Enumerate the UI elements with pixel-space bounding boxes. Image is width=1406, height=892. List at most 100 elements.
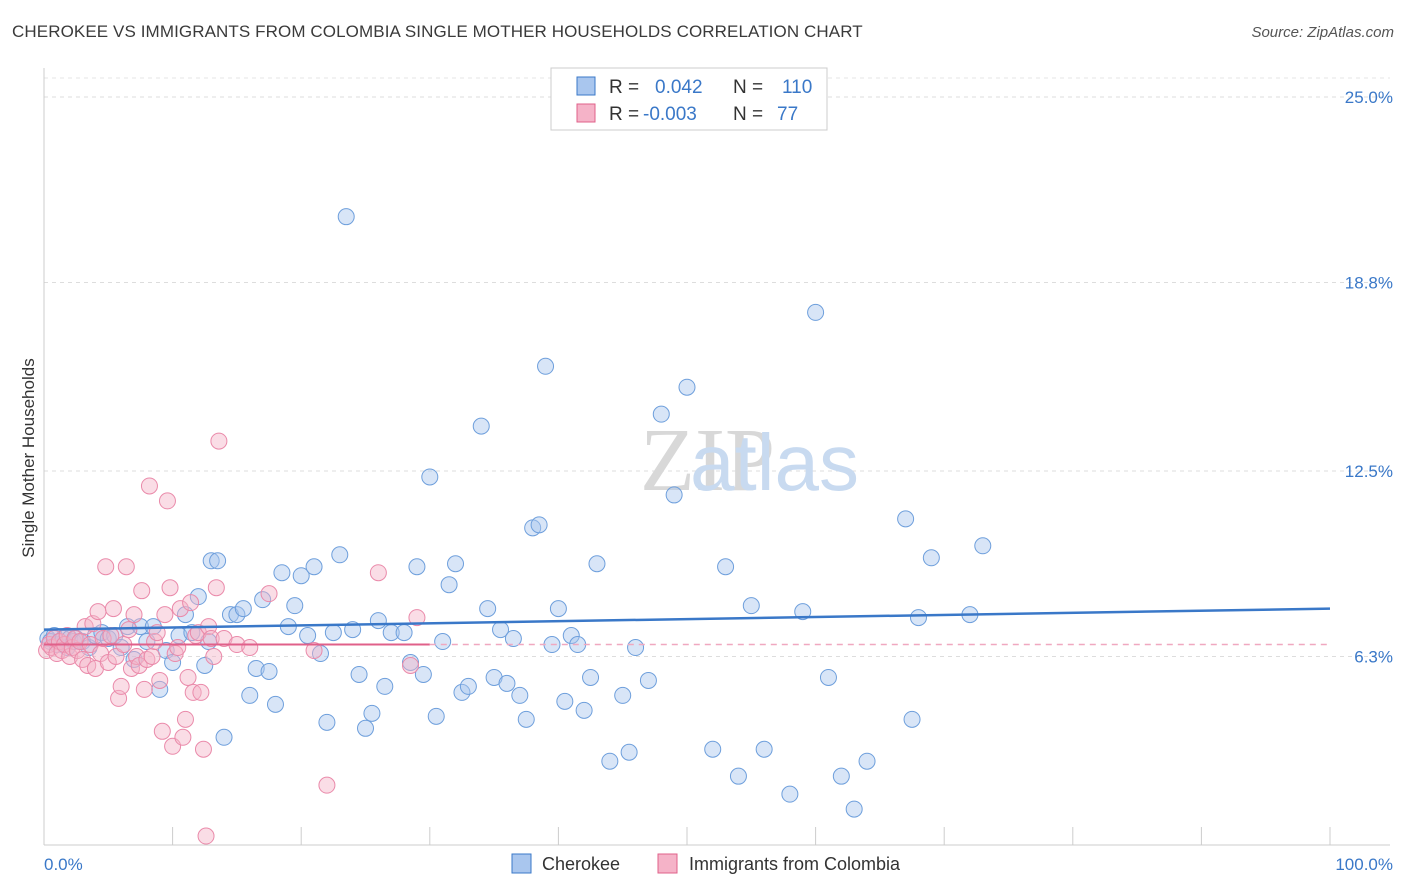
cherokee-point-109 xyxy=(858,752,876,770)
cherokee-point-51 xyxy=(331,546,349,564)
cherokee-point-64 xyxy=(421,468,439,486)
cherokee-point-94 xyxy=(639,671,657,689)
y-tick-label-0: 6.3% xyxy=(1354,648,1393,667)
colombia-point-71 xyxy=(260,585,278,603)
y-tick-label-2: 18.8% xyxy=(1345,274,1393,293)
watermark-zip: ZIP xyxy=(640,411,775,510)
legend-r-value-1: 0.042 xyxy=(655,77,703,98)
cherokee-point-37 xyxy=(241,686,259,704)
grid-lines xyxy=(44,77,1390,658)
legend-blue-swatch xyxy=(576,76,596,96)
watermark-atlas: atlas xyxy=(690,418,859,507)
colombia-point-38 xyxy=(135,680,153,698)
cherokee-point-76 xyxy=(504,630,522,648)
cherokee-point-100 xyxy=(729,767,747,785)
colombia-point-62 xyxy=(197,827,215,845)
cherokee-point-90 xyxy=(601,752,619,770)
colombia-point-61 xyxy=(194,740,212,758)
cherokee-point-41 xyxy=(266,695,284,713)
y-tick-label-3: 25.0% xyxy=(1345,88,1393,107)
colombia-point-46 xyxy=(156,606,174,624)
cherokee-point-63 xyxy=(414,665,432,683)
cherokee-point-57 xyxy=(369,612,387,630)
colombia-point-26 xyxy=(104,600,122,618)
bottom-legend-blue-swatch xyxy=(511,853,532,874)
colombia-point-70 xyxy=(241,639,259,657)
colombia-point-76 xyxy=(402,656,420,674)
cherokee-point-92 xyxy=(620,743,638,761)
colombia-point-75 xyxy=(408,609,426,627)
cherokee-point-110 xyxy=(897,510,915,528)
cherokee-point-52 xyxy=(337,208,355,226)
bottom-legend-pink-swatch xyxy=(657,853,678,874)
cherokee-point-91 xyxy=(614,686,632,704)
cherokee-point-102 xyxy=(755,740,773,758)
x-tick-label-0: 0.0% xyxy=(44,855,83,874)
cherokee-point-32 xyxy=(209,552,227,570)
cherokee-point-99 xyxy=(717,558,735,576)
colombia-point-40 xyxy=(140,477,158,495)
colombia-point-51 xyxy=(169,639,187,657)
cherokee-point-107 xyxy=(832,767,850,785)
cherokee-point-105 xyxy=(807,303,825,321)
legend-n-label-2: N = xyxy=(733,104,763,125)
colombia-point-56 xyxy=(182,594,200,612)
colombia-point-73 xyxy=(318,776,336,794)
cherokee-point-38 xyxy=(247,659,265,677)
colombia-point-48 xyxy=(161,579,179,597)
cherokee-point-71 xyxy=(472,417,490,435)
colombia-point-66 xyxy=(207,579,225,597)
colombia-point-54 xyxy=(176,710,194,728)
cherokee-point-35 xyxy=(228,606,246,624)
cherokee-trend-line xyxy=(43,607,1331,631)
cherokee-point-77 xyxy=(511,686,529,704)
colombia-point-34 xyxy=(125,606,143,624)
cherokee-point-54 xyxy=(350,665,368,683)
cherokee-point-66 xyxy=(434,633,452,651)
trend-lines xyxy=(43,607,1331,646)
cherokee-point-103 xyxy=(781,785,799,803)
cherokee-point-42 xyxy=(273,564,291,582)
cherokee-point-78 xyxy=(517,710,535,728)
stats-legend: R = 0.042 N = 110 R = -0.003 N = 77 xyxy=(550,67,828,131)
colombia-point-41 xyxy=(143,648,161,666)
cherokee-point-62 xyxy=(408,558,426,576)
legend-n-value-2: 77 xyxy=(777,104,798,125)
cherokee-point-39 xyxy=(254,591,272,609)
legend-n-label-1: N = xyxy=(733,77,763,98)
chart-title: CHEROKEE VS IMMIGRANTS FROM COLOMBIA SIN… xyxy=(12,22,863,41)
colombia-point-27 xyxy=(107,648,125,666)
colombia-point-74 xyxy=(369,564,387,582)
cherokee-point-31 xyxy=(202,552,220,570)
data-points xyxy=(38,208,992,845)
cherokee-point-33 xyxy=(215,728,233,746)
colombia-point-64 xyxy=(202,630,220,648)
bottom-legend-colombia: Immigrants from Colombia xyxy=(689,854,901,874)
y-tick-label-1: 12.5% xyxy=(1345,462,1393,481)
cherokee-point-68 xyxy=(447,555,465,573)
colombia-point-60 xyxy=(192,683,210,701)
cherokee-point-104 xyxy=(794,603,812,621)
cherokee-point-89 xyxy=(588,555,606,573)
colombia-point-55 xyxy=(179,668,197,686)
colombia-point-47 xyxy=(158,492,176,510)
colombia-point-23 xyxy=(97,558,115,576)
bottom-legend-cherokee: Cherokee xyxy=(542,854,620,874)
cherokee-point-47 xyxy=(305,558,323,576)
cherokee-point-46 xyxy=(299,627,317,645)
cherokee-point-36 xyxy=(234,600,252,618)
cherokee-point-70 xyxy=(459,677,477,695)
cherokee-point-84 xyxy=(556,692,574,710)
cherokee-point-72 xyxy=(479,600,497,618)
cherokee-point-50 xyxy=(324,624,342,642)
cherokee-point-108 xyxy=(845,800,863,818)
cherokee-point-85 xyxy=(562,627,580,645)
cherokee-point-97 xyxy=(678,378,696,396)
colombia-point-39 xyxy=(138,650,156,668)
cherokee-point-87 xyxy=(575,701,593,719)
cherokee-point-83 xyxy=(549,600,567,618)
cherokee-point-44 xyxy=(286,597,304,615)
cherokee-point-22 xyxy=(151,680,169,698)
legend-r-label-2: R = xyxy=(609,104,639,125)
colombia-point-32 xyxy=(120,621,138,639)
